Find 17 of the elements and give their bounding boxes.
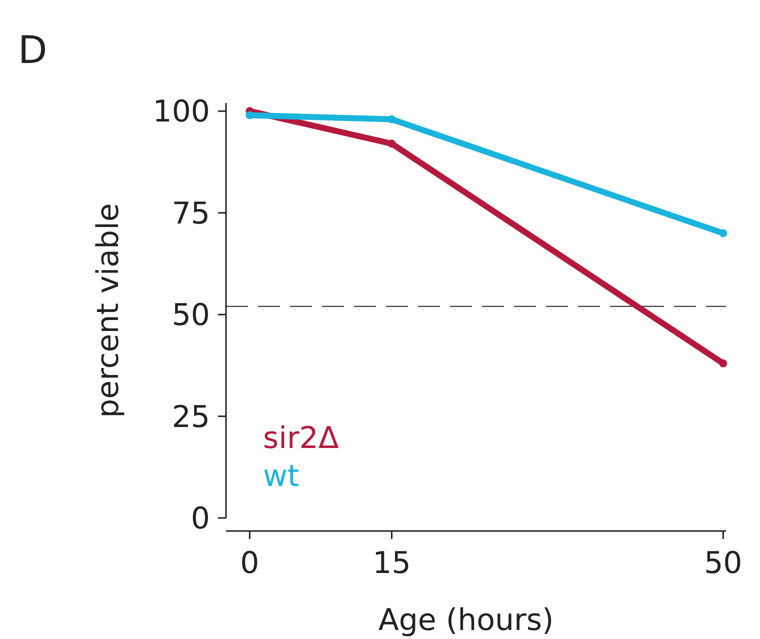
- point: [719, 229, 728, 238]
- y-tick-label: 75: [172, 196, 210, 232]
- y-tick-label: 25: [172, 400, 210, 435]
- point: [388, 115, 396, 124]
- text: wt: [263, 459, 300, 494]
- y-axis-title: percent viable: [91, 203, 126, 418]
- x-tick-label: 50: [704, 546, 742, 581]
- x-tick-label: 15: [372, 546, 411, 581]
- x-tick-label: 0: [240, 546, 260, 581]
- point: [388, 140, 396, 148]
- text: sir2Δ: [263, 421, 340, 456]
- y-tick-label: 50: [172, 298, 210, 334]
- y-tick-label: 0: [190, 502, 210, 536]
- text: D: [18, 28, 48, 72]
- x-axis-title: Age (hours): [378, 603, 554, 638]
- point: [719, 359, 728, 368]
- y-tick-label: 100: [152, 94, 210, 130]
